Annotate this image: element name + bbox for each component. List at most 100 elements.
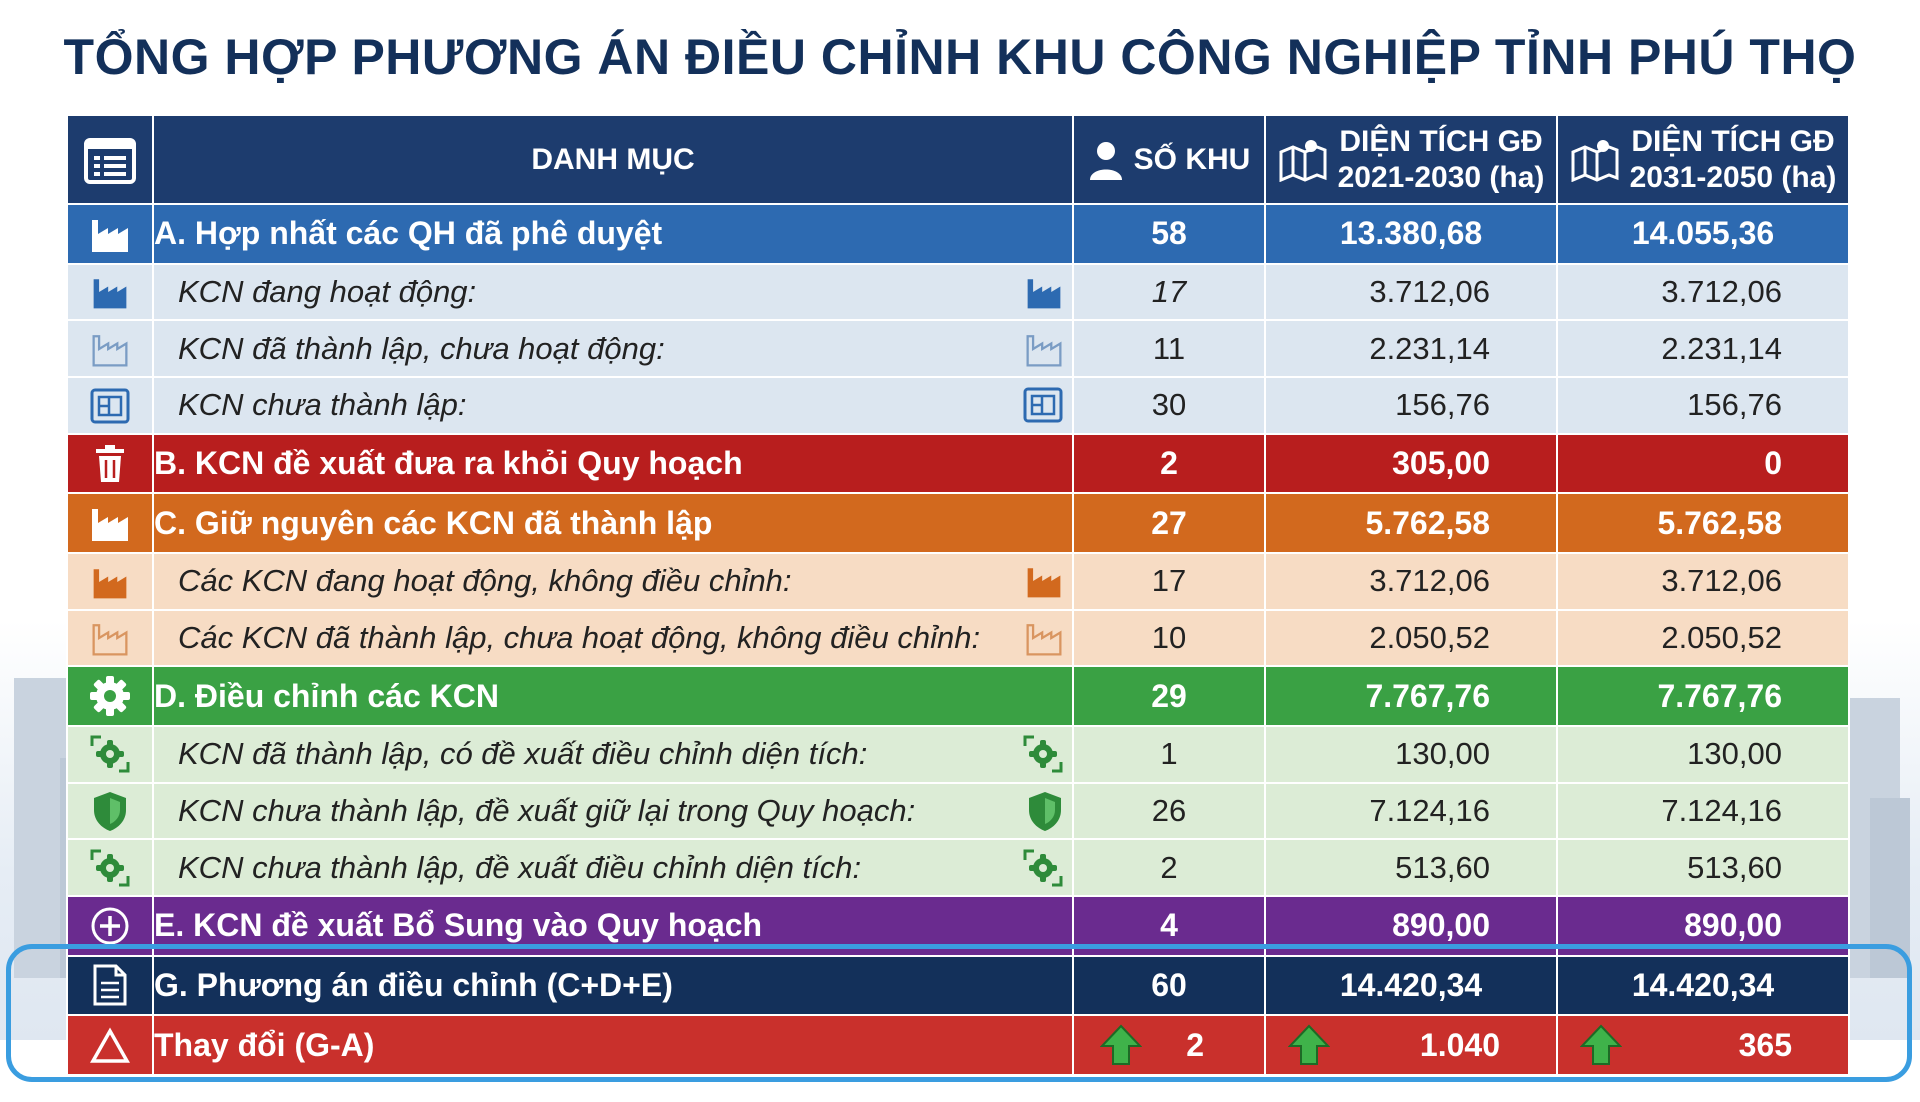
section-c-count: 27 (1072, 492, 1266, 554)
trash-icon (96, 444, 124, 482)
row-area2: 7.124,16 (1556, 781, 1850, 841)
header-icon-cell (66, 113, 154, 206)
row-count: 1 (1072, 724, 1266, 784)
table-row-section-b: B. KCN đề xuất đưa ra khỏi Quy hoạch 2 3… (66, 432, 1850, 495)
section-c-label: C. Giữ nguyên các KCN đã thành lập (152, 492, 1074, 554)
arrow-up-icon (1288, 1024, 1330, 1066)
row-count: 26 (1072, 781, 1266, 841)
gear-resize-icon (90, 735, 130, 773)
factory-outline-icon (92, 335, 128, 367)
section-delta-area1: 1.040 (1419, 1026, 1500, 1063)
section-g-label: G. Phương án điều chỉnh (C+D+E) (152, 954, 1074, 1017)
row-area2: 3.712,06 (1556, 551, 1850, 611)
row-label: Các KCN đã thành lập, chưa hoạt động, kh… (178, 619, 981, 655)
row-label: KCN chưa thành lập: (178, 387, 467, 423)
factory-icon (93, 568, 127, 599)
table-row: Các KCN đang hoạt động, không điều chỉnh… (66, 551, 1850, 611)
row-area2: 513,60 (1556, 838, 1850, 897)
section-c-area2: 5.762,58 (1556, 492, 1850, 554)
table-header-row: DANH MỤC SỐ KHU DIỆN TÍCH GĐ (66, 113, 1850, 206)
header-area1-line2: 2021-2030 (ha) (1337, 160, 1545, 194)
shield-icon (1029, 791, 1061, 831)
arrow-up-icon (1580, 1024, 1622, 1066)
list-icon (84, 137, 136, 184)
table-row: KCN chưa thành lập: 30 156,76 156,76 (66, 375, 1850, 435)
section-d-area1: 7.767,76 (1264, 665, 1558, 727)
row-area1: 3.712,06 (1264, 262, 1558, 322)
shield-icon (94, 791, 126, 831)
row-area1: 2.050,52 (1264, 608, 1558, 668)
row-area2: 130,00 (1556, 724, 1850, 784)
table-row: Các KCN đã thành lập, chưa hoạt động, kh… (66, 608, 1850, 668)
gear-resize-icon (1023, 849, 1063, 886)
section-delta-count: 2 (1186, 1026, 1204, 1063)
blueprint-icon (90, 388, 130, 424)
row-label: KCN đã thành lập, có đề xuất điều chỉnh … (178, 736, 868, 772)
page-title: TỔNG HỢP PHƯƠNG ÁN ĐIỀU CHỈNH KHU CÔNG N… (63, 29, 1857, 85)
table-row-section-g: G. Phương án điều chỉnh (C+D+E) 60 14.42… (66, 954, 1850, 1017)
row-count: 17 (1072, 262, 1266, 322)
factory-icon (1027, 568, 1061, 598)
section-delta-area2: 365 (1738, 1026, 1792, 1063)
row-area1: 3.712,06 (1264, 551, 1558, 611)
blueprint-icon (1023, 387, 1063, 423)
row-label: KCN đã thành lập, chưa hoạt động: (178, 330, 665, 366)
section-e-area1: 890,00 (1264, 894, 1558, 957)
summary-table: DANH MỤC SỐ KHU DIỆN TÍCH GĐ (66, 113, 1850, 1076)
row-count: 2 (1072, 838, 1266, 897)
header-area-2031-2050: DIỆN TÍCH GĐ 2031-2050 (ha) (1556, 113, 1850, 206)
section-g-count: 60 (1072, 954, 1266, 1017)
table-row: KCN chưa thành lập, đề xuất điều chỉnh d… (66, 838, 1850, 897)
row-count: 10 (1072, 608, 1266, 668)
section-g-area1: 14.420,34 (1264, 954, 1558, 1017)
header-area1-line1: DIỆN TÍCH GĐ (1339, 124, 1543, 158)
table-row-section-d: D. Điều chỉnh các KCN 29 7.767,76 7.767,… (66, 665, 1850, 727)
table-row: KCN chưa thành lập, đề xuất giữ lại tron… (66, 781, 1850, 841)
factory-icon (93, 279, 127, 309)
factory-outline-icon (1026, 624, 1062, 656)
section-a-count: 58 (1072, 203, 1266, 265)
row-count: 30 (1072, 375, 1266, 435)
row-label: KCN đang hoạt động: (178, 274, 477, 309)
section-d-area2: 7.767,76 (1556, 665, 1850, 727)
factory-icon (92, 220, 128, 253)
section-d-count: 29 (1072, 665, 1266, 727)
table-row-section-delta: Thay đổi (G-A) 2 1.040 365 (66, 1014, 1850, 1076)
section-b-area1: 305,00 (1264, 432, 1558, 495)
table-row: KCN đã thành lập, chưa hoạt động: 11 2.2… (66, 319, 1850, 378)
arrow-up-icon (1100, 1024, 1142, 1066)
row-area1: 513,60 (1264, 838, 1558, 897)
gear-icon (90, 676, 130, 717)
section-b-label: B. KCN đề xuất đưa ra khỏi Quy hoạch (152, 432, 1074, 495)
gear-resize-icon (1023, 735, 1063, 773)
table-row-section-c: C. Giữ nguyên các KCN đã thành lập 27 5.… (66, 492, 1850, 554)
table-row-section-a: A. Hợp nhất các QH đã phê duyệt 58 13.38… (66, 203, 1850, 265)
header-area-2021-2030: DIỆN TÍCH GĐ 2021-2030 (ha) (1264, 113, 1558, 206)
row-area1: 130,00 (1264, 724, 1558, 784)
section-delta-label: Thay đổi (G-A) (152, 1014, 1074, 1076)
section-e-area2: 890,00 (1556, 894, 1850, 957)
row-label: Các KCN đang hoạt động, không điều chỉnh… (178, 563, 792, 599)
row-area1: 2.231,14 (1264, 319, 1558, 378)
row-area2: 156,76 (1556, 375, 1850, 435)
header-category-label: DANH MỤC (531, 142, 695, 176)
factory-outline-icon (92, 624, 128, 656)
map-pin-icon (1279, 139, 1327, 182)
row-area2: 2.050,52 (1556, 608, 1850, 668)
header-count: SỐ KHU (1072, 113, 1266, 206)
factory-outline-icon (1026, 334, 1062, 367)
row-area2: 2.231,14 (1556, 319, 1850, 378)
section-d-label: D. Điều chỉnh các KCN (152, 665, 1074, 727)
gear-resize-icon (90, 849, 130, 886)
document-icon (93, 964, 127, 1006)
map-pin-icon (1571, 139, 1619, 182)
section-a-area1: 13.380,68 (1264, 203, 1558, 265)
row-area2: 3.712,06 (1556, 262, 1850, 322)
header-category: DANH MỤC (152, 113, 1074, 206)
factory-icon (1027, 279, 1061, 309)
person-icon (1089, 141, 1122, 180)
row-count: 11 (1072, 319, 1266, 378)
background-building (1870, 798, 1910, 978)
row-count: 17 (1072, 551, 1266, 611)
row-label: KCN chưa thành lập, đề xuất điều chỉnh d… (178, 849, 862, 885)
